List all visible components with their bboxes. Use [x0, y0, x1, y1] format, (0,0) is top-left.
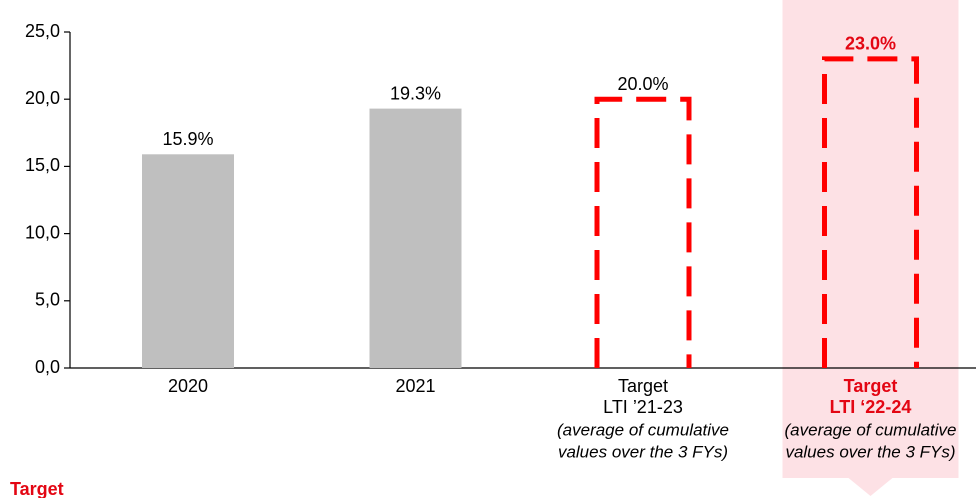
y-tick-label: 15,0 — [25, 155, 60, 175]
value-label: 15.9% — [162, 129, 213, 149]
y-tick-label: 5,0 — [35, 290, 60, 310]
footer-label: Target — [10, 479, 64, 498]
value-label: 20.0% — [617, 74, 668, 94]
category-note: (average of cumulative — [785, 420, 957, 439]
target-bar — [594, 96, 692, 368]
category-note: values over the 3 FYs) — [785, 442, 955, 461]
category-note: (average of cumulative — [557, 420, 729, 439]
y-tick-label: 20,0 — [25, 88, 60, 108]
bar — [369, 108, 462, 368]
x-tick-label: Target — [618, 376, 668, 396]
y-tick-label: 10,0 — [25, 222, 60, 242]
bar — [142, 154, 234, 368]
x-tick-label: LTI ‘22-24 — [830, 397, 912, 417]
value-label: 23.0% — [845, 34, 896, 54]
x-tick-label: 2021 — [395, 376, 435, 396]
x-tick-label: LTI ’21-23 — [603, 397, 683, 417]
y-tick-label: 25,0 — [25, 21, 60, 41]
x-tick-label: Target — [844, 376, 898, 396]
target-bar — [822, 56, 919, 368]
y-tick-label: 0,0 — [35, 357, 60, 377]
x-tick-label: 2020 — [168, 376, 208, 396]
category-note: values over the 3 FYs) — [558, 442, 728, 461]
value-label: 19.3% — [390, 83, 441, 103]
